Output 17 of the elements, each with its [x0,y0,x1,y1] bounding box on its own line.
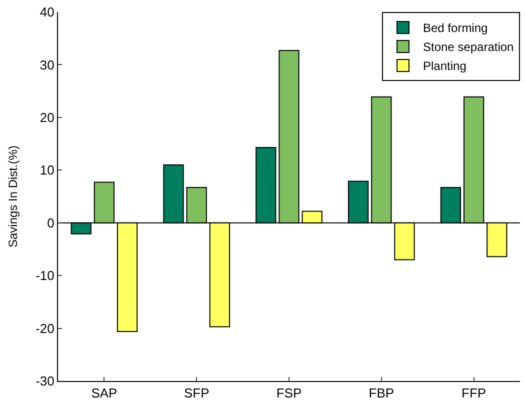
y-tick-label: 40 [40,4,54,20]
y-tick-label: 10 [40,162,54,178]
y-tick-label: 30 [40,57,54,72]
x-tick-label: FBP [368,386,394,401]
legend-label: Stone separation [423,40,514,54]
x-tick-label: FSP [276,386,302,401]
x-tick-label: FFP [462,386,486,401]
legend-label: Bed forming [423,21,488,36]
y-tick-label: 0 [47,215,54,230]
y-tick-label: -20 [36,320,54,336]
x-tick-label: SAP [91,386,118,401]
y-tick-label: -30 [36,374,54,389]
y-tick-label: -10 [36,268,54,284]
y-tick-label: 20 [40,110,54,125]
legend-label: Planting [423,59,466,74]
x-tick-label: SFP [184,386,210,401]
y-axis-title: Savings In Dist.(%) [6,145,20,248]
